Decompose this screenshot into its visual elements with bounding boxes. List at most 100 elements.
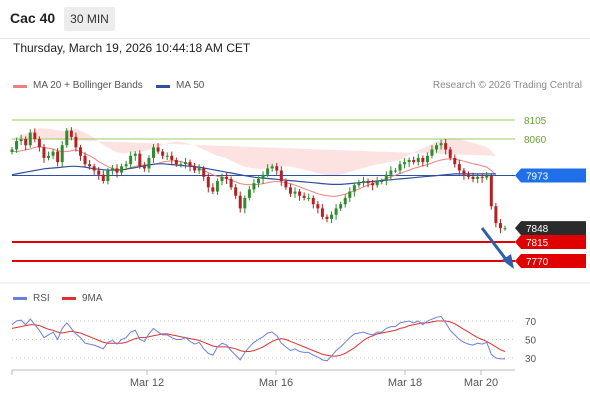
candle-body <box>170 155 174 160</box>
candle-body <box>407 159 411 163</box>
level-tag-7973 <box>515 168 586 183</box>
candle-body <box>115 168 119 173</box>
candle-body <box>197 168 201 171</box>
instrument-title: Cac 40 <box>10 10 56 26</box>
candle-body <box>88 164 92 167</box>
candle-body <box>257 178 260 184</box>
candle-body <box>366 181 370 184</box>
x-tick-label: Mar 12 <box>130 377 164 389</box>
candle-body <box>174 159 178 165</box>
candle-body <box>156 147 160 152</box>
candle-body <box>316 204 320 209</box>
candle-body <box>266 168 270 175</box>
candle-body <box>65 130 69 146</box>
candle-body <box>398 164 402 171</box>
candle-body <box>334 208 338 215</box>
candle-body <box>457 164 461 171</box>
candle-body <box>439 143 443 146</box>
candle-body <box>412 159 416 163</box>
rsi-line <box>11 315 505 362</box>
candle-body <box>10 149 14 152</box>
candle-body <box>288 187 292 194</box>
candle-body <box>193 166 197 171</box>
forecast-arrow-head <box>502 254 514 269</box>
candle-body <box>435 145 439 150</box>
candle-body <box>320 208 324 217</box>
candle-body <box>215 181 219 192</box>
x-tick-label: Mar 18 <box>388 377 422 389</box>
candle-body <box>393 170 397 172</box>
candle-body <box>202 168 206 177</box>
candle-body <box>348 191 352 198</box>
candle-body <box>142 166 146 169</box>
candle-body <box>24 138 28 146</box>
level-label-7973: 7973 <box>526 172 549 183</box>
candle-body <box>298 191 302 196</box>
candle-body <box>485 175 489 178</box>
candle-body <box>261 174 265 179</box>
candle-body <box>78 147 82 156</box>
level-label-7848: 7848 <box>526 224 549 235</box>
candle-body <box>252 183 256 190</box>
chart-header: Cac 40 30 MIN <box>0 0 590 39</box>
rsi-legend-label: RSI <box>33 293 50 304</box>
candle-body <box>106 170 110 182</box>
candle-body <box>225 176 229 179</box>
rsi-legend-swatch <box>13 297 27 300</box>
ma50-legend-swatch <box>156 85 170 88</box>
candle-body <box>247 189 251 198</box>
candle-body <box>403 162 407 165</box>
candle-body <box>375 181 379 186</box>
level-label-7770: 7770 <box>526 257 549 268</box>
candle-body <box>302 195 306 198</box>
candle-body <box>211 187 215 192</box>
candle-body <box>138 153 142 167</box>
candle-body <box>325 216 329 219</box>
candle-body <box>330 214 334 219</box>
candle-body <box>60 145 64 163</box>
forecast-arrow <box>480 227 510 263</box>
candle-body <box>179 164 183 166</box>
candle-body <box>270 166 274 169</box>
candle-body <box>466 174 470 177</box>
candle-body <box>471 176 475 179</box>
timeframe-badge[interactable]: 30 MIN <box>64 7 115 31</box>
x-tick-label: Mar 20 <box>464 377 498 389</box>
candle-body <box>147 157 151 169</box>
rsi-tick-50: 50 <box>525 336 537 347</box>
candle-body <box>343 197 347 205</box>
candle-body <box>489 175 493 207</box>
candle-body <box>361 181 365 184</box>
candle-body <box>188 162 192 167</box>
candle-body <box>161 151 165 156</box>
candle-body <box>279 170 283 182</box>
candle-body <box>133 153 137 156</box>
ma50-legend-label: MA 50 <box>176 80 205 91</box>
candle-body <box>229 178 233 188</box>
rsi-ma-line <box>11 320 506 357</box>
candle-body <box>110 168 114 171</box>
candle-body <box>462 170 466 175</box>
research-credit: Research © 2026 Trading Central <box>432 80 582 91</box>
candle-body <box>498 223 502 229</box>
candle-body <box>28 132 32 146</box>
rsi-tick-30: 30 <box>525 354 537 365</box>
rsi-tick-70: 70 <box>525 317 537 328</box>
candle-body <box>83 155 87 165</box>
candle-body <box>389 170 393 175</box>
level-tag-7815 <box>515 235 586 250</box>
candle-body <box>33 132 37 139</box>
ma20-legend-label: MA 20 + Bollinger Bands <box>33 80 143 91</box>
candle-body <box>92 166 96 171</box>
level-label-8105: 8105 <box>524 116 547 127</box>
candle-body <box>503 228 507 230</box>
candle-body <box>165 155 169 157</box>
level-tag-7770 <box>515 254 586 268</box>
candle-body <box>206 176 210 188</box>
candle-body <box>480 176 484 178</box>
x-tick-label: Mar 16 <box>259 377 293 389</box>
candle-body <box>425 155 429 163</box>
candle-body <box>69 130 73 137</box>
level-label-8060: 8060 <box>524 135 547 146</box>
